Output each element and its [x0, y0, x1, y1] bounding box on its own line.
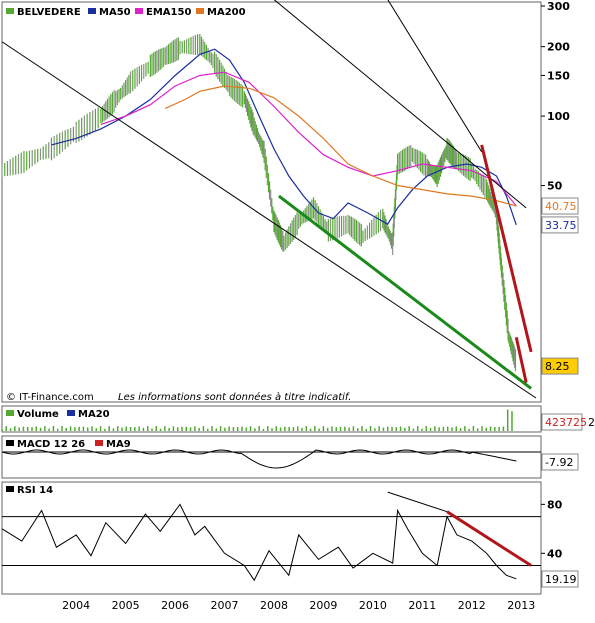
x-tick-label: 2004 — [62, 599, 90, 612]
legend-swatch — [135, 8, 143, 14]
legend-label-rsi: RSI 14 — [17, 485, 53, 496]
legend-swatch — [95, 440, 103, 446]
rsi-trendline — [387, 491, 448, 513]
series-ma50-line — [51, 48, 517, 226]
legend-swatch — [196, 8, 204, 14]
x-tick-label: 2009 — [309, 599, 337, 612]
volume-value-label: 423725 — [545, 416, 587, 429]
legend-label-ma200: MA200 — [207, 7, 246, 18]
rsi-trendline — [446, 510, 532, 567]
volume-panel-frame — [1, 405, 542, 433]
price-panel-frame — [1, 1, 542, 403]
price-y-tick-label: 200 — [547, 41, 570, 54]
macd-line — [1, 449, 517, 469]
right-edge-label: 2 — [588, 416, 595, 429]
legend-swatch — [6, 440, 14, 446]
rsi-value-label: 19.19 — [545, 573, 577, 586]
legend-label-ema150: EMA150 — [146, 7, 191, 18]
price-y-tick-label: 300 — [547, 0, 570, 13]
price-y-tick-label: 150 — [547, 69, 570, 82]
rsi-value-box — [541, 570, 579, 588]
price-trendline — [278, 194, 533, 390]
volume-value-box — [541, 413, 583, 431]
x-tick-label: 2012 — [458, 599, 486, 612]
legend-swatch — [88, 8, 96, 14]
legend-label-ma50: MA50 — [99, 7, 131, 18]
macd-value-box — [541, 453, 579, 471]
macd-panel-frame — [1, 435, 542, 479]
rsi-line — [1, 503, 517, 582]
legend-swatch — [6, 486, 14, 492]
x-tick-label: 2010 — [359, 599, 387, 612]
price-value-label: 33.75 — [545, 219, 577, 232]
price-value-box — [541, 357, 579, 375]
series-ema150-line — [100, 71, 517, 207]
disclaimer-annotation: Les informations sont données à titre in… — [118, 391, 351, 403]
x-tick-label: 2006 — [161, 599, 189, 612]
legend-label-ma20: MA20 — [78, 409, 110, 420]
price-value-box — [541, 197, 579, 215]
price-y-tick-label: 50 — [547, 180, 563, 193]
price-trendline — [514, 336, 528, 383]
legend-label-macd: MACD 12 26 — [17, 439, 85, 450]
rsi-y-tick-label: 80 — [547, 498, 563, 511]
legend-swatch — [67, 410, 75, 416]
price-value-box — [541, 216, 579, 234]
series-ma200-line — [164, 85, 517, 207]
price-value-label: 40.75 — [545, 200, 577, 213]
price-trendline — [387, 0, 483, 153]
copyright-annotation: © IT-Finance.com — [6, 392, 94, 403]
x-tick-label: 2013 — [507, 599, 535, 612]
x-tick-label: 2005 — [112, 599, 140, 612]
rsi-panel-frame — [1, 481, 542, 595]
x-tick-label: 2011 — [408, 599, 436, 612]
price-trendline — [480, 144, 533, 353]
legend-label-macd: MA9 — [106, 439, 131, 450]
legend-swatch — [6, 8, 14, 14]
price-trendline — [1, 41, 537, 399]
x-tick-label: 2008 — [260, 599, 288, 612]
x-tick-label: 2007 — [211, 599, 239, 612]
legend-label-belvedere: BELVEDERE — [17, 7, 81, 18]
rsi-y-tick-label: 40 — [547, 547, 563, 560]
legend-swatch — [6, 410, 14, 416]
price-trendline — [273, 0, 527, 209]
legend-label-volume: Volume — [17, 409, 59, 420]
macd-value-label: -7.92 — [545, 456, 573, 469]
price-y-tick-label: 100 — [547, 110, 570, 123]
price-value-label: 8.25 — [545, 360, 570, 373]
